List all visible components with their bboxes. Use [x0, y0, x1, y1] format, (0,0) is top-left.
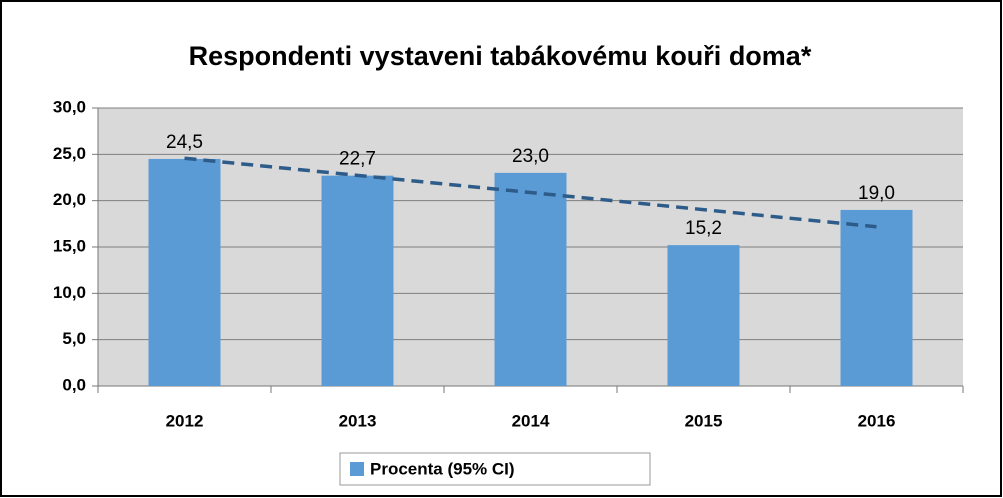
trendline	[184, 156, 877, 229]
bar	[667, 245, 740, 386]
x-tick-label: 2015	[685, 411, 723, 430]
legend-box	[339, 452, 651, 486]
y-tick-label: 30,0	[53, 97, 86, 116]
data-label: 22,7	[339, 149, 376, 170]
data-label: 15,2	[685, 218, 722, 239]
y-tick-label: 5,0	[62, 329, 86, 348]
y-tick-label: 20,0	[53, 190, 86, 209]
bar	[494, 172, 567, 386]
data-label: 23,0	[512, 146, 549, 167]
x-tick-label: 2014	[512, 411, 550, 430]
y-tick-label: 0,0	[62, 375, 86, 394]
y-tick-label: 10,0	[53, 283, 86, 302]
y-tick-label: 25,0	[53, 144, 86, 163]
x-tick-label: 2012	[166, 411, 204, 430]
bar	[840, 209, 913, 386]
x-tick-label: 2013	[339, 411, 377, 430]
data-label: 24,5	[166, 132, 203, 153]
bar	[148, 158, 221, 386]
chart-title: Respondenti vystaveni tabákovému kouři d…	[189, 41, 812, 71]
x-tick-label: 2016	[858, 411, 896, 430]
y-tick-label: 15,0	[53, 236, 86, 255]
data-label: 19,0	[858, 183, 895, 204]
bar	[321, 175, 394, 386]
legend-swatch	[350, 462, 364, 476]
legend-label: Procenta (95% CI)	[370, 459, 515, 478]
